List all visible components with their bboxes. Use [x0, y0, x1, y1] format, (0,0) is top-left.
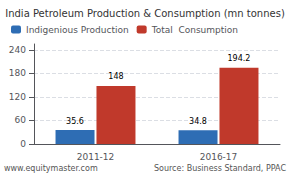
svg-text:Source: Business Standard, PPA: Source: Business Standard, PPAC	[154, 164, 286, 173]
svg-text:240: 240	[9, 45, 26, 55]
svg-text:India Petroleum Production & C: India Petroleum Production & Consumption…	[5, 8, 285, 19]
svg-text:0: 0	[20, 139, 26, 149]
svg-text:Indigenious Production: Indigenious Production	[26, 25, 129, 35]
svg-text:180: 180	[9, 68, 26, 78]
svg-text:www.equitymaster.com: www.equitymaster.com	[4, 164, 98, 173]
svg-text:2016-17: 2016-17	[200, 152, 238, 162]
svg-text:Total Consumption: Total Consumption	[151, 25, 238, 35]
svg-text:120: 120	[9, 92, 26, 102]
svg-text:35.6: 35.6	[66, 117, 84, 126]
svg-text:60: 60	[15, 115, 27, 125]
svg-text:34.8: 34.8	[189, 117, 207, 126]
svg-text:2011-12: 2011-12	[77, 152, 115, 162]
svg-text:194.2: 194.2	[228, 54, 251, 63]
svg-text:148: 148	[108, 72, 123, 81]
